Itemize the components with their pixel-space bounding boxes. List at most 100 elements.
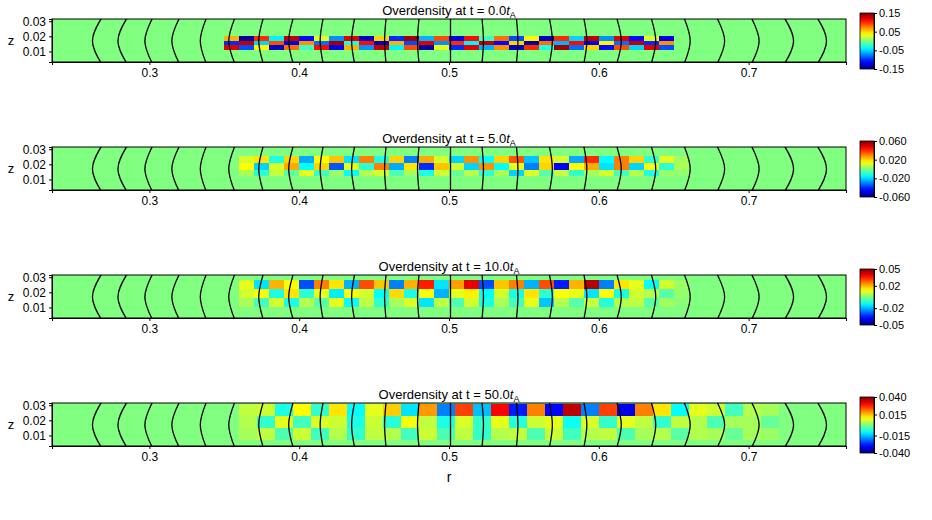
x-tick: 0.5 xyxy=(441,62,458,80)
cell xyxy=(359,41,374,46)
cell xyxy=(494,298,509,307)
cell xyxy=(455,428,473,440)
cell xyxy=(563,428,581,440)
cell xyxy=(254,298,269,307)
colorbar-tick-label: 0.015 xyxy=(879,409,907,421)
cell xyxy=(644,156,659,163)
field-line xyxy=(92,275,101,318)
cell xyxy=(347,404,365,416)
cell xyxy=(494,156,509,163)
cell xyxy=(479,36,494,41)
x-tick: 0.3 xyxy=(142,318,159,336)
cell xyxy=(464,280,479,289)
plot-area xyxy=(92,147,826,190)
cell xyxy=(581,404,599,416)
field-line xyxy=(145,19,152,62)
cell xyxy=(374,36,389,41)
x-tick-label: 0.5 xyxy=(441,450,458,464)
y-tick-label: 0.02 xyxy=(23,286,47,300)
field-line xyxy=(684,19,690,62)
y-axis: 0.010.020.03 xyxy=(23,271,53,319)
cell xyxy=(365,416,383,428)
x-tick: 0.4 xyxy=(291,190,308,208)
cell xyxy=(527,404,545,416)
cell xyxy=(659,280,674,289)
y-axis: 0.010.020.03 xyxy=(23,143,53,191)
y-tick-label: 0.01 xyxy=(23,173,47,187)
y-axis-title: z xyxy=(8,417,15,432)
cell xyxy=(239,289,254,298)
cell xyxy=(524,163,539,170)
field-line xyxy=(549,19,552,62)
cell xyxy=(644,36,659,41)
cell xyxy=(599,289,614,298)
cell xyxy=(389,45,404,50)
cell xyxy=(524,280,539,289)
cell xyxy=(479,280,494,289)
x-tick-label: 0.7 xyxy=(741,450,758,464)
cell xyxy=(569,45,584,50)
field-line xyxy=(717,147,724,190)
cell xyxy=(473,428,491,440)
cell xyxy=(329,45,344,50)
field-line xyxy=(352,147,355,190)
cell xyxy=(254,289,269,298)
colorbar-tick-label: -0.05 xyxy=(879,319,904,331)
y-tick-mark xyxy=(49,149,52,150)
cell xyxy=(554,41,569,46)
y-tick-mark xyxy=(49,179,52,180)
y-tick-label: 0.03 xyxy=(23,399,47,413)
colorbar-tick-mark xyxy=(874,325,877,326)
cell xyxy=(689,428,707,440)
field-line xyxy=(289,403,293,446)
y-tick-label: 0.03 xyxy=(23,15,47,29)
colorbar-tick-mark xyxy=(874,141,877,142)
cell xyxy=(329,289,344,298)
cell xyxy=(464,170,479,177)
field-line xyxy=(200,19,206,62)
cell xyxy=(689,416,707,428)
y-axis-title: z xyxy=(8,33,15,48)
cell xyxy=(224,45,239,50)
cell xyxy=(644,170,659,177)
cell xyxy=(299,41,314,46)
cell xyxy=(569,163,584,170)
cell xyxy=(563,416,581,428)
cell xyxy=(359,289,374,298)
cell xyxy=(404,298,419,307)
y-axis: 0.010.020.03 xyxy=(23,15,53,63)
cell xyxy=(629,36,644,41)
plot-background xyxy=(52,147,846,190)
cell xyxy=(254,36,269,41)
colorbar-axis-line xyxy=(875,142,878,198)
y-axis-line xyxy=(49,404,53,447)
cell xyxy=(347,428,365,440)
cell xyxy=(254,156,269,163)
y-tick: 0.03 xyxy=(23,15,52,29)
cell xyxy=(569,36,584,41)
cell xyxy=(494,289,509,298)
cell xyxy=(359,45,374,50)
colorbar-tick-label: -0.02 xyxy=(879,302,904,314)
cell xyxy=(644,41,659,46)
cell xyxy=(374,41,389,46)
y-tick-mark xyxy=(49,292,52,293)
cell xyxy=(599,36,614,41)
cell xyxy=(269,156,284,163)
field-line xyxy=(482,147,483,190)
colorbar-tick-label: 0.05 xyxy=(879,26,900,38)
y-axis: 0.010.020.03 xyxy=(23,399,53,447)
cell xyxy=(635,428,653,440)
panel: 0.30.40.50.60.70.010.020.03zOverdensity … xyxy=(8,131,910,208)
cell xyxy=(527,428,545,440)
cell xyxy=(554,36,569,41)
colorbar-tick-label: -0.060 xyxy=(879,191,910,203)
cell xyxy=(389,298,404,307)
cell xyxy=(494,36,509,41)
cell xyxy=(311,404,329,416)
cell xyxy=(743,404,761,416)
y-tick: 0.03 xyxy=(23,271,52,285)
colorbar-tick-label: 0.020 xyxy=(879,154,907,166)
cell xyxy=(491,428,509,440)
field-line xyxy=(352,403,355,446)
